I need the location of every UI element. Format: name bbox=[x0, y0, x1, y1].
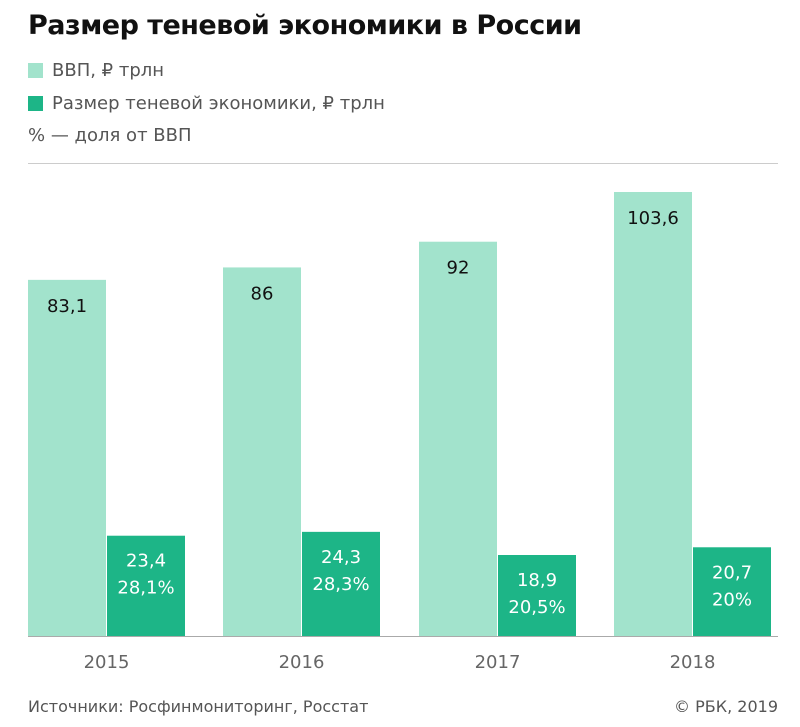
data-label-shadow-economy-2017: 18,9 bbox=[517, 570, 557, 591]
x-tick-label-2018: 2018 bbox=[670, 652, 716, 673]
legend-label-shadow-economy: Размер теневой экономики, ₽ трлн bbox=[52, 93, 385, 114]
bar-chart: 83,1 23,4 28,1% 2015 86 24,3 28,3% 2016 92 18,9 20… bbox=[28, 192, 771, 673]
legend-swatch-shadow-economy bbox=[28, 96, 43, 111]
x-tick-label-2017: 2017 bbox=[475, 652, 521, 673]
source-note: Источники: Росфинмониторинг, Росстат bbox=[28, 697, 369, 716]
chart-title: Размер теневой экономики в России bbox=[28, 10, 582, 41]
bar-gdp-2016 bbox=[223, 267, 301, 636]
top-divider bbox=[28, 163, 778, 164]
data-label-share-2017: 20,5% bbox=[508, 597, 565, 618]
bar-shadow-economy-2015 bbox=[107, 535, 185, 636]
data-label-share-2018: 20% bbox=[712, 589, 752, 610]
legend-label-gdp: ВВП, ₽ трлн bbox=[52, 60, 165, 81]
legend-item-gdp: ВВП, ₽ трлн bbox=[28, 60, 164, 81]
x-tick-label-2015: 2015 bbox=[84, 652, 130, 673]
x-axis-baseline bbox=[28, 636, 778, 637]
data-label-shadow-economy-2018: 20,7 bbox=[712, 562, 752, 583]
data-label-share-2015: 28,1% bbox=[117, 578, 174, 599]
data-label-share-2016: 28,3% bbox=[312, 574, 369, 595]
data-label-gdp-2017: 92 bbox=[447, 258, 470, 279]
data-label-gdp-2018: 103,6 bbox=[627, 208, 679, 229]
bar-gdp-2017 bbox=[419, 241, 497, 636]
legend-item-shadow-economy: Размер теневой экономики, ₽ трлн bbox=[28, 93, 385, 114]
bar-gdp-2018 bbox=[614, 192, 692, 636]
data-label-gdp-2015: 83,1 bbox=[47, 296, 87, 317]
data-label-shadow-economy-2015: 23,4 bbox=[126, 551, 166, 572]
data-label-gdp-2016: 86 bbox=[251, 283, 274, 304]
x-tick-label-2016: 2016 bbox=[279, 652, 325, 673]
legend-note: % — доля от ВВП bbox=[28, 125, 192, 146]
bar-shadow-economy-2017 bbox=[498, 555, 576, 636]
legend-swatch-gdp bbox=[28, 63, 43, 78]
bar-gdp-2015 bbox=[28, 279, 106, 636]
data-label-shadow-economy-2016: 24,3 bbox=[321, 547, 361, 568]
bar-shadow-economy-2018 bbox=[693, 547, 771, 636]
copyright: © РБК, 2019 bbox=[674, 697, 778, 716]
bar-shadow-economy-2016 bbox=[302, 531, 380, 636]
